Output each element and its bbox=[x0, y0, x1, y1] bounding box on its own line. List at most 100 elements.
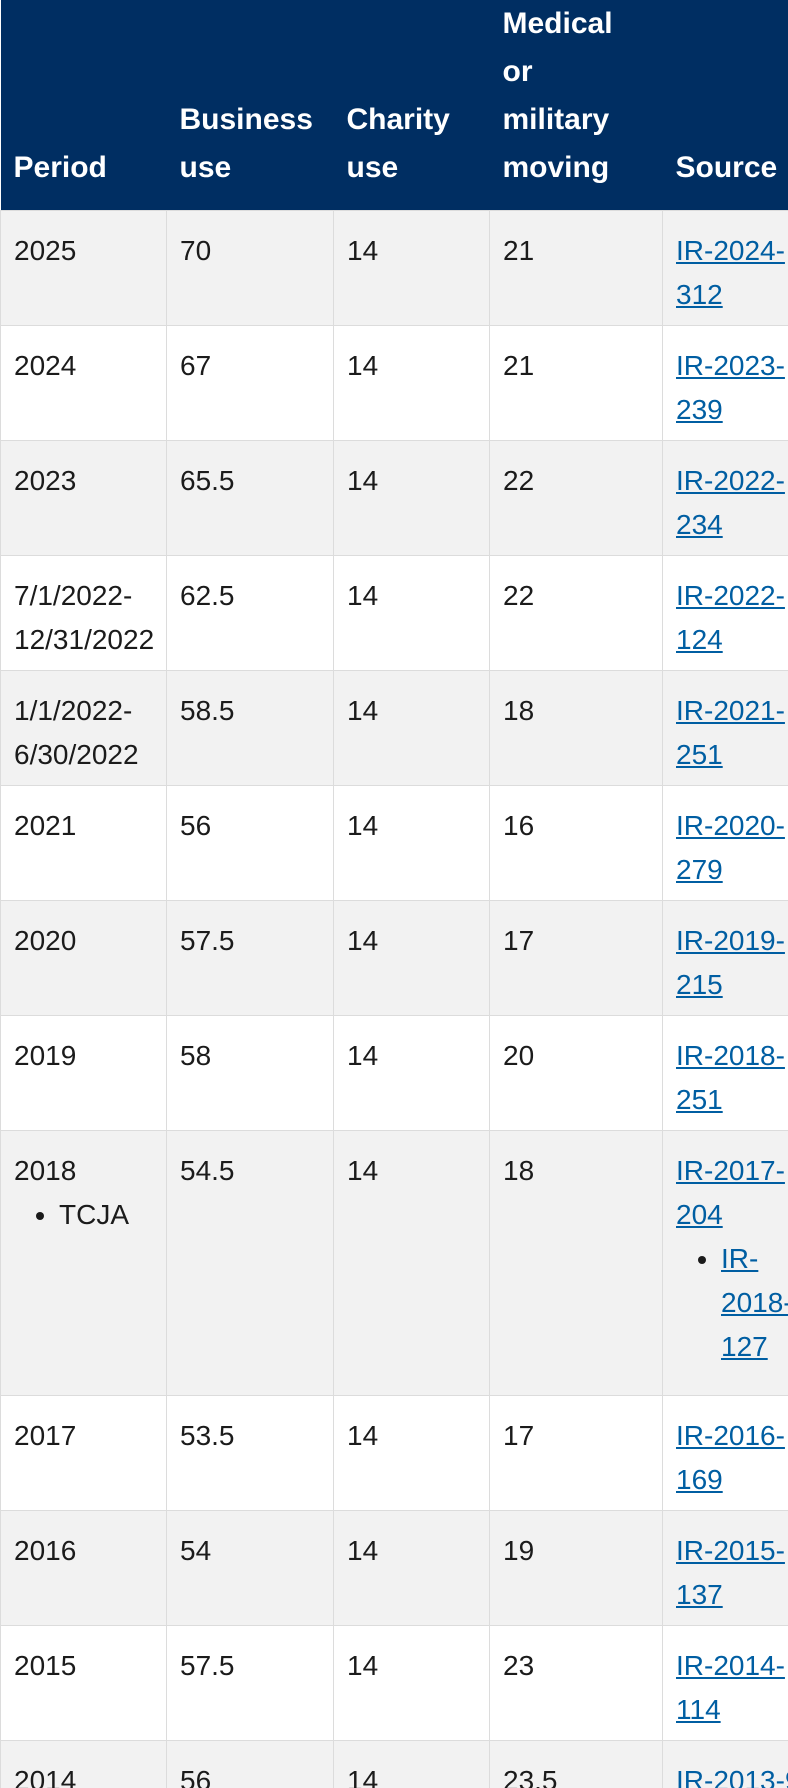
business-rate-cell: 56 bbox=[166, 785, 334, 901]
source-link[interactable]: IR-2024- 312 bbox=[676, 229, 788, 317]
medical-moving-rate-cell: 22 bbox=[489, 555, 663, 671]
medical-moving-rate-cell: 18 bbox=[489, 670, 663, 786]
period-value: 2018 bbox=[14, 1155, 77, 1186]
period-cell: 2018 TCJA bbox=[0, 1130, 167, 1396]
source-link-text: 312 bbox=[676, 279, 723, 310]
source-link[interactable]: IR-2018- 251 bbox=[676, 1034, 788, 1122]
source-cell: IR-2013-95 bbox=[662, 1740, 788, 1788]
header-charity-use: Charity use bbox=[346, 103, 450, 184]
table-row: 1/1/2022- 6/30/2022 58.5 14 18 IR-2021- 251 bbox=[0, 670, 788, 786]
source-link-text: IR-2016- bbox=[676, 1420, 785, 1451]
charity-rate-cell: 14 bbox=[333, 1625, 490, 1741]
business-rate-cell: 56 bbox=[166, 1740, 334, 1788]
period-note-list: TCJA bbox=[14, 1193, 158, 1237]
source-link[interactable]: IR-2017- 204 bbox=[676, 1149, 788, 1237]
charity-rate-cell: 14 bbox=[333, 555, 490, 671]
source-cell: IR-2022- 124 bbox=[662, 555, 788, 671]
source-link[interactable]: IR-2014- 114 bbox=[676, 1644, 788, 1732]
source-link-text: 215 bbox=[676, 969, 723, 1000]
header-source: Source bbox=[675, 151, 778, 184]
period-cell: 1/1/2022- 6/30/2022 bbox=[0, 670, 167, 786]
period-value: 7/1/2022- bbox=[14, 580, 133, 611]
source-link[interactable]: IR-2020- 279 bbox=[676, 804, 788, 892]
source-cell: IR-2022- 234 bbox=[662, 440, 788, 556]
business-rate-cell: 57.5 bbox=[166, 1625, 334, 1741]
table-row: 7/1/2022- 12/31/2022 62.5 14 22 IR-2022- 124 bbox=[0, 555, 788, 671]
table-row: 2017 53.5 14 17 IR-2016- 169 bbox=[0, 1395, 788, 1511]
period-value: 2019 bbox=[14, 1040, 77, 1071]
charity-rate-cell: 14 bbox=[333, 900, 490, 1016]
source-link-text: IR-2018- bbox=[676, 1040, 785, 1071]
charity-rate-cell: 14 bbox=[333, 1015, 490, 1131]
header-row: Period Business use Charity use Medical … bbox=[0, 0, 788, 211]
source-link[interactable]: IR-2022- 124 bbox=[676, 574, 788, 662]
period-cell: 7/1/2022- 12/31/2022 bbox=[0, 555, 167, 671]
source-link[interactable]: IR-2023- 239 bbox=[676, 344, 788, 432]
period-cell: 2014 bbox=[0, 1740, 167, 1788]
source-link[interactable]: IR-2015- 137 bbox=[676, 1529, 788, 1617]
business-rate-cell: 57.5 bbox=[166, 900, 334, 1016]
period-note: TCJA bbox=[59, 1193, 158, 1237]
source-link[interactable]: IR-2013-95 bbox=[676, 1759, 788, 1788]
business-rate-cell: 62.5 bbox=[166, 555, 334, 671]
medical-moving-rate-cell: 21 bbox=[489, 325, 663, 441]
period-cell: 2017 bbox=[0, 1395, 167, 1511]
charity-rate-cell: 14 bbox=[333, 785, 490, 901]
table-row: 2019 58 14 20 IR-2018- 251 bbox=[0, 1015, 788, 1131]
source-note-link[interactable]: IR- 2018- 127 bbox=[721, 1237, 788, 1369]
source-link-text: IR-2015- bbox=[676, 1535, 785, 1566]
charity-rate-cell: 14 bbox=[333, 1130, 490, 1396]
source-link-text: IR-2024- bbox=[676, 235, 785, 266]
business-rate-cell: 58 bbox=[166, 1015, 334, 1131]
source-cell: IR-2023- 239 bbox=[662, 325, 788, 441]
business-rate-cell: 54.5 bbox=[166, 1130, 334, 1396]
source-link-text: 279 bbox=[676, 854, 723, 885]
period-value: 2024 bbox=[14, 350, 77, 381]
period-value: 2017 bbox=[14, 1420, 77, 1451]
header-medical-military-moving: Medical or military moving bbox=[502, 7, 613, 184]
source-link-text: IR-2021- bbox=[676, 695, 785, 726]
charity-rate-cell: 14 bbox=[333, 440, 490, 556]
medical-moving-rate-cell: 17 bbox=[489, 900, 663, 1016]
source-link-text: IR-2019- bbox=[676, 925, 785, 956]
business-rate-cell: 53.5 bbox=[166, 1395, 334, 1511]
medical-moving-rate-cell: 23.5 bbox=[489, 1740, 663, 1788]
source-link-text: IR-2023- bbox=[676, 350, 785, 381]
period-cell: 2020 bbox=[0, 900, 167, 1016]
source-link-text: 239 bbox=[676, 394, 723, 425]
period-value: 2014 bbox=[14, 1765, 77, 1788]
period-cell: 2016 bbox=[0, 1510, 167, 1626]
source-link[interactable]: IR-2022- 234 bbox=[676, 459, 788, 547]
source-cell: IR-2015- 137 bbox=[662, 1510, 788, 1626]
source-link[interactable]: IR-2021- 251 bbox=[676, 689, 788, 777]
charity-rate-cell: 14 bbox=[333, 325, 490, 441]
business-rate-cell: 54 bbox=[166, 1510, 334, 1626]
medical-moving-rate-cell: 18 bbox=[489, 1130, 663, 1396]
table-body: 2025 70 14 21 IR-2024- 312 2024 67 14 21 IR-2023- 2… bbox=[0, 210, 788, 1788]
table-row: 2021 56 14 16 IR-2020- 279 bbox=[0, 785, 788, 901]
period-cell: 2021 bbox=[0, 785, 167, 901]
period-value: 2015 bbox=[14, 1650, 77, 1681]
period-cell: 2015 bbox=[0, 1625, 167, 1741]
period-value: 1/1/2022- bbox=[14, 695, 133, 726]
period-value: 2021 bbox=[14, 810, 77, 841]
table-row: 2024 67 14 21 IR-2023- 239 bbox=[0, 325, 788, 441]
business-rate-cell: 65.5 bbox=[166, 440, 334, 556]
period-value: 12/31/2022 bbox=[14, 624, 155, 655]
source-note-item: IR- 2018- 127 bbox=[721, 1237, 788, 1369]
table-row: 2023 65.5 14 22 IR-2022- 234 bbox=[0, 440, 788, 556]
source-link-text: IR-2022- bbox=[676, 580, 785, 611]
period-value: 2025 bbox=[14, 235, 77, 266]
period-value: 2016 bbox=[14, 1535, 77, 1566]
medical-moving-rate-cell: 23 bbox=[489, 1625, 663, 1741]
source-cell: IR-2020- 279 bbox=[662, 785, 788, 901]
source-link[interactable]: IR-2016- 169 bbox=[676, 1414, 788, 1502]
period-value: 2023 bbox=[14, 465, 77, 496]
period-cell: 2024 bbox=[0, 325, 167, 441]
source-link[interactable]: IR-2019- 215 bbox=[676, 919, 788, 1007]
header-period: Period bbox=[13, 151, 107, 184]
source-cell: IR-2019- 215 bbox=[662, 900, 788, 1016]
period-value: 2020 bbox=[14, 925, 77, 956]
